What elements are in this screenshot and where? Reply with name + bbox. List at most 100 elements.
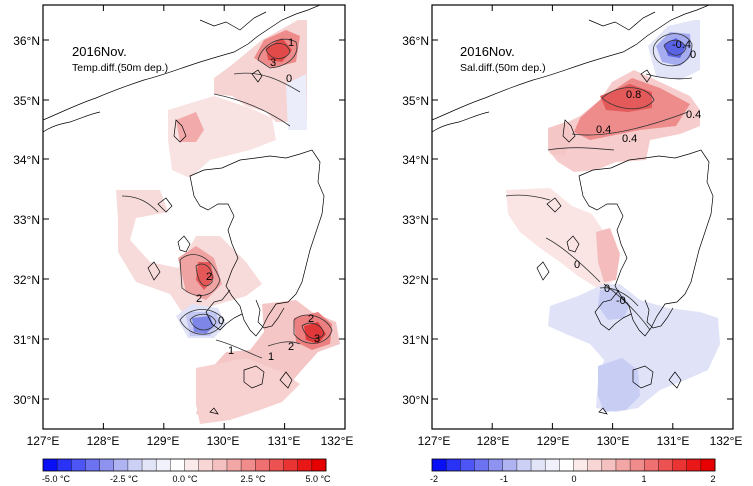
colorbar-swatch	[85, 459, 101, 471]
sal-contour-label: 0	[690, 49, 696, 61]
temp-area-mid-warm	[176, 112, 204, 142]
sal-map-ticks	[431, 5, 734, 429]
colorbar-swatch	[226, 459, 242, 471]
sal-colorbar-labels: -2 -1 0 1 2	[430, 474, 716, 484]
colorbar-swatch	[170, 459, 185, 471]
colorbar-swatch	[212, 459, 228, 471]
sal-area-south-neg-mid	[598, 288, 630, 320]
temp-map-ticks	[42, 5, 346, 429]
colorbar-swatch	[156, 459, 171, 471]
coastline-right	[432, 5, 714, 415]
salinity-panel: -0.4 0 0.8 0.4 0.4 0.4 0 0 -0. 2016Nov. …	[402, 4, 743, 484]
sal-contour-label: 0.4	[622, 133, 637, 145]
lat-label: 36°N	[402, 34, 429, 48]
sal-contour-label: 0	[604, 283, 610, 295]
colorbar-swatch	[71, 459, 86, 471]
colorbar-tick-label: -1	[500, 474, 508, 484]
temp-contour-label: 2	[196, 293, 202, 305]
colorbar-swatch	[700, 459, 716, 471]
colorbar-swatch	[644, 459, 659, 471]
colorbar-swatch	[573, 459, 589, 471]
colorbar-swatch	[531, 459, 546, 471]
temp-lon-labels: 127°E 128°E 129°E 130°E 131°E 132°E	[27, 434, 354, 448]
sal-contour-label: 0.8	[626, 89, 641, 101]
lon-label: 128°E	[87, 434, 120, 448]
lat-label: 36°N	[13, 34, 40, 48]
lat-label: 32°N	[402, 273, 429, 287]
colorbar-tick-label: 2.5 °C	[240, 474, 266, 484]
temp-contour-label: 3	[314, 333, 320, 345]
lon-label: 128°E	[477, 434, 510, 448]
colorbar-swatch	[686, 459, 702, 471]
lat-label: 32°N	[13, 273, 40, 287]
sal-area-mid-pos-warm	[596, 228, 620, 282]
colorbar-swatch	[446, 459, 461, 471]
temp-contour-label: 0	[286, 73, 292, 85]
sal-area-left-pos	[548, 122, 572, 156]
colorbar-swatch	[432, 459, 447, 471]
lat-label: 30°N	[402, 393, 429, 407]
colorbar-swatch	[57, 459, 72, 471]
sal-area-southwest-neg	[598, 358, 640, 412]
sal-lat-labels: 36°N 35°N 34°N 33°N 32°N 31°N 30°N	[402, 34, 429, 407]
colorbar-swatch	[198, 459, 214, 471]
colorbar-tick-label: 0	[571, 474, 576, 484]
temp-area-north-cool	[286, 74, 307, 130]
temp-contour-label: 2	[308, 313, 314, 325]
sal-area-south-neg	[548, 284, 720, 412]
lat-label: 35°N	[402, 94, 429, 108]
colorbar-swatch	[269, 459, 285, 471]
temp-contour-label: 1	[228, 345, 234, 357]
sal-contour-labels: -0.4 0 0.8 0.4 0.4 0.4 0 0 -0.	[574, 39, 701, 307]
temperature-field	[116, 20, 340, 424]
temp-lat-labels: 36°N 35°N 34°N 33°N 32°N 31°N 30°N	[13, 34, 40, 407]
temp-contour-label: 0	[218, 315, 224, 327]
sal-contour-label: 0.4	[686, 109, 701, 121]
colorbar-swatch	[516, 459, 532, 471]
lon-label: 127°E	[27, 434, 60, 448]
colorbar-tick-label: -5.0 °C	[42, 474, 71, 484]
sal-area-mid-pos	[506, 188, 612, 290]
colorbar-swatch	[113, 459, 129, 471]
colorbar-swatch	[283, 459, 299, 471]
colorbar-swatch	[297, 459, 313, 471]
colorbar-swatch	[502, 459, 518, 471]
sal-panel-title: 2016Nov.	[460, 44, 515, 59]
temp-colorbar	[42, 458, 327, 472]
sal-contour-label: -0.4	[672, 39, 691, 51]
temp-area-north-hot	[266, 38, 292, 62]
colorbar-swatch	[488, 459, 504, 471]
temp-contour-labels: 3 1 0 2 2 2 3 1 1 2 0	[196, 37, 320, 363]
lat-label: 33°N	[402, 213, 429, 227]
temp-colorbar-labels: -5.0 °C -2.5 °C 0.0 °C 2.5 °C 5.0 °C	[42, 474, 331, 484]
colorbar-swatch	[43, 459, 58, 471]
colorbar-tick-label: 5.0 °C	[305, 474, 331, 484]
lat-label: 34°N	[13, 153, 40, 167]
colorbar-tick-label: -2.5 °C	[110, 474, 139, 484]
colorbar-swatch	[127, 459, 143, 471]
lat-label: 31°N	[402, 333, 429, 347]
lat-label: 35°N	[13, 94, 40, 108]
lat-label: 30°N	[13, 393, 40, 407]
lat-label: 34°N	[402, 153, 429, 167]
colorbar-swatch	[587, 459, 603, 471]
sal-lon-labels: 127°E 128°E 129°E 130°E 131°E 132°E	[418, 434, 743, 448]
colorbar-swatch	[99, 459, 115, 471]
temperature-panel: 3 1 0 2 2 2 3 1 1 2 0 2016Nov. Temp.diff…	[13, 4, 354, 484]
lon-label: 129°E	[537, 434, 570, 448]
sal-contour-label: 0	[574, 259, 580, 271]
temp-contours	[121, 38, 333, 359]
temp-contour-label: 3	[270, 57, 276, 69]
sal-colorbar	[431, 458, 716, 472]
colorbar-swatch	[545, 459, 560, 471]
colorbar-swatch	[615, 459, 631, 471]
temp-area-south	[196, 358, 300, 424]
temp-map-frame	[42, 4, 346, 430]
colorbar-swatch	[601, 459, 617, 471]
colorbar-swatch	[474, 459, 490, 471]
sal-contour-label: 0.4	[596, 124, 611, 136]
lat-label: 31°N	[13, 333, 40, 347]
lon-label: 131°E	[268, 434, 301, 448]
temp-contour-label: 1	[268, 351, 274, 363]
